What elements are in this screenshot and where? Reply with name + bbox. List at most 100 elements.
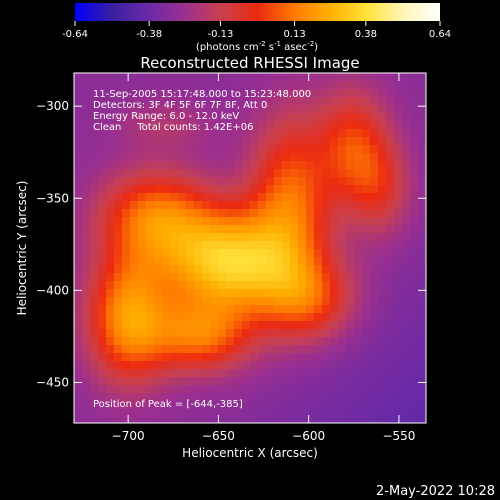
heatmap-cell — [266, 97, 275, 106]
heatmap-cell — [154, 177, 163, 186]
heatmap-cell — [226, 137, 235, 146]
heatmap-cell — [362, 73, 371, 82]
heatmap-cell — [154, 345, 163, 354]
heatmap-cell — [138, 193, 147, 202]
heatmap-cell — [298, 225, 307, 234]
heatmap-cell — [418, 281, 426, 290]
heatmap-cell — [186, 153, 195, 162]
heatmap-cell — [298, 377, 307, 386]
heatmap-cell — [330, 289, 339, 298]
x-tick-label: −600 — [292, 429, 325, 443]
heatmap-cell — [226, 185, 235, 194]
heatmap-cell — [178, 145, 187, 154]
heatmap-cell — [306, 265, 315, 274]
heatmap-cell — [418, 329, 426, 338]
heatmap-cell — [82, 329, 91, 338]
heatmap-cell — [202, 393, 211, 402]
heatmap-cell — [138, 241, 147, 250]
heatmap-cell — [394, 321, 403, 330]
heatmap-cell — [370, 417, 379, 423]
heatmap-cell — [162, 129, 171, 138]
heatmap-cell — [90, 305, 99, 314]
heatmap-cell — [282, 89, 291, 98]
heatmap-cell — [114, 401, 123, 410]
heatmap-cell — [202, 153, 211, 162]
heatmap-cell — [306, 393, 315, 402]
heatmap-cell — [242, 89, 251, 98]
heatmap-cell — [114, 217, 123, 226]
heatmap-cell — [290, 337, 299, 346]
heatmap-cell — [90, 121, 99, 130]
heatmap-cell — [362, 169, 371, 178]
heatmap-cell — [330, 369, 339, 378]
heatmap-cell — [282, 385, 291, 394]
heatmap-cell — [410, 297, 419, 306]
heatmap-cell — [138, 185, 147, 194]
heatmap-cell — [402, 73, 411, 82]
heatmap-cell — [146, 225, 155, 234]
heatmap-cell — [106, 137, 115, 146]
heatmap-cell — [218, 97, 227, 106]
heatmap-cell — [362, 353, 371, 362]
heatmap-cell — [298, 169, 307, 178]
heatmap-cell — [90, 321, 99, 330]
heatmap-cell — [146, 265, 155, 274]
heatmap-cell — [178, 161, 187, 170]
heatmap-cell — [98, 289, 107, 298]
heatmap-cell — [266, 369, 275, 378]
heatmap-cell — [146, 249, 155, 258]
heatmap-cell — [106, 225, 115, 234]
heatmap-cell — [346, 161, 355, 170]
heatmap-cell — [258, 145, 267, 154]
heatmap-cell — [386, 73, 395, 82]
heatmap-cell — [202, 137, 211, 146]
heatmap-cell — [250, 201, 259, 210]
heatmap-cell — [146, 233, 155, 242]
heatmap-cell — [242, 385, 251, 394]
heatmap-cell — [362, 185, 371, 194]
heatmap-cell — [298, 337, 307, 346]
heatmap-cell — [114, 225, 123, 234]
heatmap-cell — [90, 177, 99, 186]
heatmap-cell — [130, 289, 139, 298]
heatmap-cell — [226, 249, 235, 258]
heatmap-cell — [106, 201, 115, 210]
heatmap-cell — [362, 161, 371, 170]
heatmap-cell — [234, 233, 243, 242]
heatmap-cell — [338, 153, 347, 162]
heatmap-cell — [114, 281, 123, 290]
heatmap-cell — [218, 73, 227, 82]
heatmap-cell — [418, 345, 426, 354]
heatmap-cell — [266, 73, 275, 82]
heatmap-cell — [90, 81, 99, 90]
heatmap-cell — [122, 265, 131, 274]
heatmap-cell — [90, 201, 99, 210]
heatmap-cell — [74, 297, 83, 306]
heatmap-cell — [202, 377, 211, 386]
heatmap-cell — [154, 401, 163, 410]
heatmap-cell — [330, 249, 339, 258]
heatmap-cell — [410, 145, 419, 154]
heatmap-cell — [242, 265, 251, 274]
heatmap-cell — [306, 161, 315, 170]
heatmap-cell — [194, 105, 203, 114]
heatmap-cell — [394, 201, 403, 210]
heatmap-cell — [82, 297, 91, 306]
heatmap-cell — [370, 361, 379, 370]
heatmap-cell — [202, 113, 211, 122]
heatmap-cell — [234, 401, 243, 410]
heatmap-cell — [98, 153, 107, 162]
heatmap-cell — [194, 329, 203, 338]
heatmap-cell — [250, 265, 259, 274]
heatmap-cell — [410, 185, 419, 194]
heatmap-cell — [114, 169, 123, 178]
heatmap-cell — [354, 177, 363, 186]
heatmap-cell — [234, 337, 243, 346]
heatmap-cell — [290, 233, 299, 242]
heatmap-cell — [338, 361, 347, 370]
heatmap-cell — [106, 161, 115, 170]
heatmap-cell — [330, 361, 339, 370]
heatmap-cell — [82, 401, 91, 410]
heatmap-cell — [282, 193, 291, 202]
heatmap-cell — [370, 97, 379, 106]
